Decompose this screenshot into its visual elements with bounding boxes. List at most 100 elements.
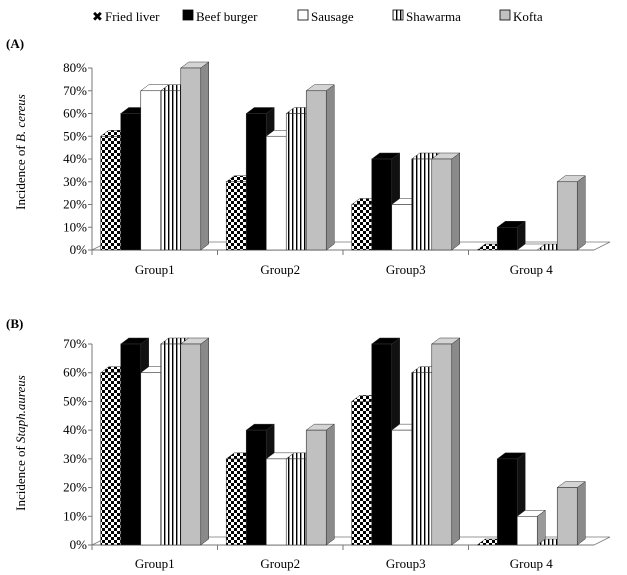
bar-front-shawarma-group1 (160, 343, 182, 546)
bar-front-beef-burger-group1 (120, 343, 142, 546)
bar-kofta-group2 (305, 84, 335, 251)
legend-marker-shawarma (392, 9, 404, 21)
bar-front-beef-burger-group2 (245, 113, 267, 251)
bar-front-beef-burger-group1 (120, 113, 142, 251)
legend-label-sausage: Sausage (311, 9, 354, 24)
y-tick-label: 30% (63, 451, 87, 466)
bar-kofta-group-4 (556, 481, 586, 546)
y-tick-label: 40% (63, 151, 87, 166)
panel-b-y-axis-label: Incidence of Staph.aureus (13, 375, 28, 511)
bar-side-kofta-group2 (326, 423, 335, 546)
bar-front-shawarma-group3 (411, 158, 433, 251)
bar-side-kofta-group3 (451, 152, 460, 251)
bar-front-kofta-group-4 (556, 181, 578, 251)
y-tick-label: 40% (63, 422, 87, 437)
x-tick-label-group-4: Group 4 (510, 262, 553, 277)
bar-kofta-group1 (180, 61, 210, 251)
legend-label-fried-liver: Fried liver (105, 9, 160, 24)
bar-front-kofta-group1 (180, 67, 202, 251)
y-tick-label: 0% (70, 537, 88, 552)
panel-a-y-axis-label-organism: B. cereus (13, 94, 28, 142)
legend-marker-sausage (297, 9, 309, 21)
y-tick-label: 30% (63, 174, 87, 189)
legend-marker-beef-burger (182, 9, 194, 21)
bar-front-sausage-group2 (265, 458, 287, 546)
bar-kofta-group1 (180, 337, 210, 546)
panel-a-chart: (A) Incidence of B. cereus 0% 10% 20% 30% 40… (6, 36, 611, 277)
bar-front-shawarma-group2 (285, 113, 307, 251)
y-tick-label: 70% (63, 83, 87, 98)
x-tick-label-group3: Group3 (386, 262, 426, 277)
bar-front-fried-liver-group1 (100, 135, 122, 251)
bar-front-shawarma-group2 (285, 458, 307, 546)
bar-side-kofta-group1 (200, 61, 209, 251)
panel-a-y-axis-label-prefix: Incidence of (13, 142, 28, 210)
legend-label-shawarma: Shawarma (406, 9, 461, 24)
y-tick-label: 20% (63, 480, 87, 495)
bar-front-beef-burger-group-4 (496, 226, 518, 251)
y-tick-label: 10% (63, 508, 87, 523)
bar-front-sausage-group2 (265, 135, 287, 251)
y-tick-label: 80% (63, 60, 87, 75)
bar-front-sausage-group3 (391, 429, 413, 546)
bar-front-kofta-group3 (431, 158, 453, 251)
panel-b-y-axis-label-organism: Staph.aureus (13, 375, 28, 443)
bar-front-beef-burger-group-4 (496, 458, 518, 546)
bar-side-kofta-group2 (326, 84, 335, 251)
bar-sausage-group-4 (516, 509, 546, 546)
x-tick-label-group1: Group1 (135, 556, 175, 571)
bar-front-fried-liver-group3 (351, 401, 373, 546)
y-tick-label: 60% (63, 106, 87, 121)
panel-a-label: (A) (6, 36, 24, 51)
bar-front-kofta-group2 (305, 90, 327, 251)
bar-kofta-group2 (305, 423, 335, 546)
bar-front-sausage-group3 (391, 204, 413, 251)
legend-marker-kofta (499, 9, 511, 21)
bar-front-kofta-group-4 (556, 487, 578, 546)
bar-front-kofta-group3 (431, 343, 453, 546)
bar-front-beef-burger-group3 (371, 158, 393, 251)
chart-legend: ✖ Fried liver Beef burger Sausage Shawarma Ko… (92, 9, 543, 24)
bar-kofta-group3 (431, 152, 461, 251)
legend-label-beef-burger: Beef burger (196, 9, 258, 24)
bar-front-fried-liver-group1 (100, 372, 122, 546)
bar-front-sausage-group1 (140, 90, 162, 251)
y-tick-label: 70% (63, 336, 87, 351)
bar-side-kofta-group3 (451, 337, 460, 546)
bar-front-kofta-group1 (180, 343, 202, 546)
bar-front-beef-burger-group2 (245, 429, 267, 546)
bar-front-sausage-group-4 (516, 515, 538, 546)
x-tick-label-group2: Group2 (260, 556, 300, 571)
x-tick-label-group-4: Group 4 (510, 556, 553, 571)
y-tick-label: 60% (63, 365, 87, 380)
x-tick-label-group3: Group3 (386, 556, 426, 571)
bar-side-kofta-group-4 (577, 175, 586, 251)
bar-front-kofta-group2 (305, 429, 327, 546)
bar-kofta-group-4 (556, 175, 586, 251)
bar-front-shawarma-group3 (411, 372, 433, 546)
bar-beef-burger-group-4 (496, 452, 526, 546)
bar-front-fried-liver-group2 (225, 181, 247, 251)
x-tick-label-group2: Group2 (260, 262, 300, 277)
bar-front-beef-burger-group3 (371, 343, 393, 546)
y-tick-label: 50% (63, 393, 87, 408)
panel-b-y-axis-label-prefix: Incidence of (13, 443, 28, 511)
y-tick-label: 10% (63, 219, 87, 234)
y-tick-label: 50% (63, 128, 87, 143)
bar-kofta-group3 (431, 337, 461, 546)
bar-beef-burger-group-4 (496, 220, 526, 251)
y-tick-label: 0% (70, 242, 88, 257)
panel-b-chart: (B) Incidence of Staph.aureus 0% 10% 20% 30… (6, 316, 611, 571)
panel-b-label: (B) (6, 316, 23, 331)
panel-a-y-axis-label: Incidence of B. cereus (13, 94, 28, 210)
legend-marker-fried-liver: ✖ (92, 9, 103, 24)
bar-front-sausage-group1 (140, 372, 162, 546)
bar-front-shawarma-group1 (160, 90, 182, 251)
bar-front-fried-liver-group2 (225, 458, 247, 546)
x-tick-label-group1: Group1 (135, 262, 175, 277)
y-tick-label: 20% (63, 197, 87, 212)
bar-front-fried-liver-group3 (351, 204, 373, 251)
legend-label-kofta: Kofta (513, 9, 543, 24)
bar-side-kofta-group1 (200, 337, 209, 546)
